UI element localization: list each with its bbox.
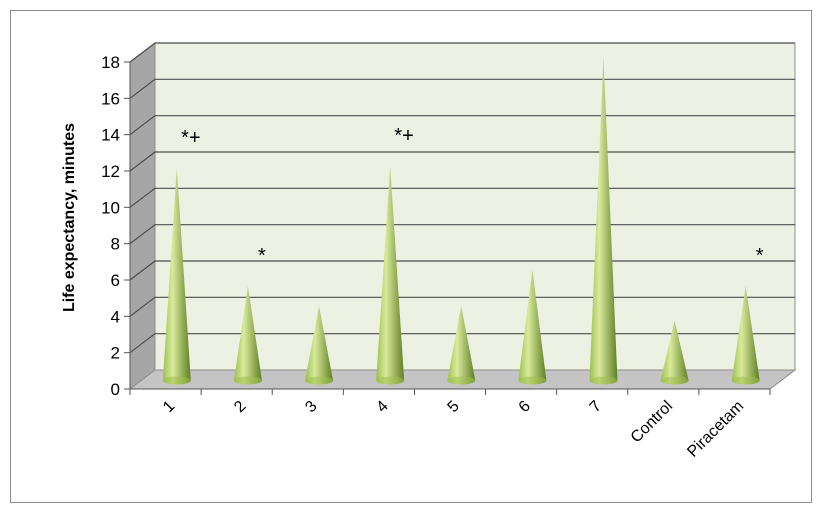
y-tick-label: 18	[101, 53, 120, 72]
x-tick-label: 2	[231, 398, 249, 416]
x-tick-label: 5	[445, 398, 463, 416]
gridline	[129, 296, 795, 317]
cone-body	[162, 167, 191, 385]
y-tick-label: 14	[101, 126, 120, 145]
y-tick-label: 12	[101, 162, 120, 181]
gridline	[129, 224, 795, 245]
gridline	[129, 260, 795, 281]
gridline	[129, 151, 795, 172]
cone-body	[731, 285, 760, 385]
cone-base	[518, 376, 547, 385]
x-tick-label: 4	[373, 398, 391, 416]
cone-body	[233, 285, 262, 385]
cone-bar	[447, 305, 476, 385]
gridline	[129, 333, 795, 354]
cone-base	[162, 376, 191, 385]
cone-body	[518, 269, 547, 385]
gridline	[129, 42, 795, 63]
y-tick-label: 0	[111, 380, 120, 399]
y-tick-label: 4	[111, 307, 120, 326]
x-tick-label: Control	[628, 398, 676, 446]
x-tick-label: 3	[302, 398, 320, 416]
cone-body	[589, 57, 618, 385]
cone-base	[447, 376, 476, 385]
cone-bar	[518, 269, 547, 385]
cone-bar	[162, 167, 191, 385]
gridline	[129, 78, 795, 99]
gridline	[129, 187, 795, 208]
cone-body	[660, 320, 689, 385]
significance-mark: *+	[394, 125, 413, 147]
cone-body	[376, 166, 405, 385]
y-tick-label: 10	[101, 198, 120, 217]
cone-base	[660, 376, 689, 385]
gridline	[129, 115, 795, 136]
cone-bar	[589, 57, 618, 385]
cone-base	[731, 376, 760, 385]
cone-bar	[731, 285, 760, 385]
cone-base	[305, 376, 334, 385]
cone-base	[589, 376, 618, 385]
cone-base	[376, 376, 405, 385]
x-tick-label: 7	[587, 398, 605, 416]
cone-body	[447, 305, 476, 385]
y-axis-title: Life expectancy, minutes	[61, 123, 78, 312]
cone-bar	[305, 305, 334, 385]
y-tick-label: 16	[101, 89, 120, 108]
cone-bar	[376, 166, 405, 385]
significance-mark: *+	[181, 127, 200, 149]
y-tick-label: 6	[111, 271, 120, 290]
x-tick-label: 6	[516, 398, 534, 416]
y-tick-label: 2	[111, 344, 120, 363]
cone-bar	[660, 320, 689, 385]
significance-mark: *	[258, 245, 266, 267]
significance-mark: *	[756, 245, 764, 267]
cone-bar	[233, 285, 262, 385]
cone-base	[233, 376, 262, 385]
x-tick-label: 1	[160, 398, 178, 416]
y-tick-label: 8	[111, 235, 120, 254]
cone-body	[305, 305, 334, 385]
x-tick-label: Piracetam	[684, 398, 747, 461]
